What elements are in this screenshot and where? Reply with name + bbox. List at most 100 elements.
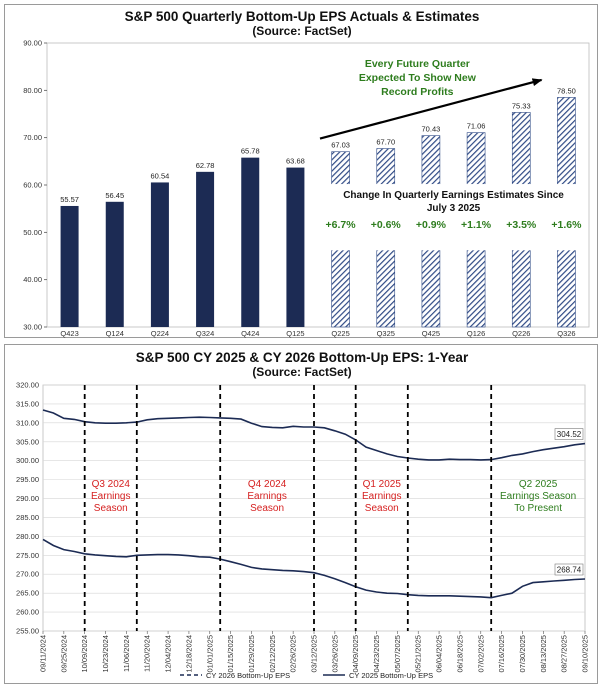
end-value-box	[554, 563, 584, 576]
bar-value-label: 56.45	[105, 191, 124, 200]
x-tick-label: 12/04/2024	[164, 635, 173, 673]
y-tick-label: 300.00	[16, 456, 39, 465]
change-value: +3.5%	[506, 219, 537, 231]
y-tick-label: 320.00	[16, 381, 39, 390]
x-tick-label: Q423	[60, 329, 78, 338]
y-tick-label: 60.00	[23, 181, 42, 190]
annual-eps-chart: S&P 500 CY 2025 & CY 2026 Bottom-Up EPS:…	[16, 350, 590, 680]
season-label: Q2 2025	[519, 479, 558, 490]
y-tick-label: 305.00	[16, 437, 39, 446]
bar-value-label: 67.70	[376, 138, 395, 147]
x-tick-label: 09/25/2024	[59, 635, 68, 673]
x-tick-label: 10/23/2024	[101, 635, 110, 673]
x-tick-label: 10/09/2024	[80, 635, 89, 673]
y-tick-label: 295.00	[16, 475, 39, 484]
bar-value-label: 75.33	[512, 101, 531, 110]
x-tick-label: Q125	[286, 329, 304, 338]
x-tick-label: 06/18/2025	[455, 635, 464, 673]
bar-value-label: 70.43	[422, 125, 441, 134]
bar	[60, 205, 79, 327]
x-tick-label: Q226	[512, 329, 530, 338]
bar-value-label: 65.78	[241, 147, 260, 156]
season-label: Season	[94, 503, 128, 514]
x-tick-label: 02/12/2025	[268, 635, 277, 673]
x-tick-label: 07/02/2025	[476, 635, 485, 673]
season-label: Earnings Season	[500, 491, 576, 502]
y-tick-label: 30.00	[23, 323, 42, 332]
bar	[286, 167, 305, 327]
change-box	[322, 184, 587, 251]
series-line	[42, 409, 586, 461]
legend-label: CY 2025 Bottom-Up EPS	[349, 671, 433, 680]
y-tick-label: 275.00	[16, 551, 39, 560]
x-tick-label: Q124	[106, 329, 124, 338]
y-tick-label: 265.00	[16, 589, 39, 598]
quarterly-eps-chart: S&P 500 Quarterly Bottom-Up EPS Actuals …	[23, 9, 590, 338]
quarterly-eps-chart-panel: S&P 500 Quarterly Bottom-Up EPS Actuals …	[4, 4, 598, 338]
x-tick-label: 12/18/2024	[184, 635, 193, 673]
x-tick-label: 09/11/2024	[39, 635, 48, 672]
y-tick-label: 270.00	[16, 570, 39, 579]
series-line	[42, 538, 586, 599]
season-label: Season	[365, 503, 399, 514]
y-tick-label: 285.00	[16, 513, 39, 522]
annotation-text: Every Future Quarter	[365, 58, 470, 70]
change-value: +0.9%	[416, 219, 447, 231]
bar-value-label: 55.57	[60, 195, 79, 204]
x-tick-label: 03/26/2025	[330, 635, 339, 673]
bar-value-label: 62.78	[196, 161, 215, 170]
change-value: +0.6%	[371, 219, 402, 231]
end-value-label: 268.74	[557, 565, 582, 574]
y-tick-label: 280.00	[16, 532, 39, 541]
x-tick-label: Q224	[151, 329, 169, 338]
x-tick-label: 08/27/2025	[560, 635, 569, 673]
y-tick-label: 90.00	[23, 39, 42, 48]
x-tick-label: Q225	[331, 329, 349, 338]
y-tick-label: 310.00	[16, 418, 39, 427]
bar	[150, 182, 169, 327]
x-tick-label: 04/23/2025	[372, 635, 381, 673]
y-tick-label: 40.00	[23, 275, 42, 284]
y-tick-label: 80.00	[23, 86, 42, 95]
x-tick-label: 07/30/2025	[518, 635, 527, 673]
x-tick-label: 03/12/2025	[310, 635, 319, 673]
bar	[105, 201, 124, 327]
chart-subtitle: (Source: FactSet)	[252, 365, 351, 379]
y-tick-label: 70.00	[23, 133, 42, 142]
season-label: To Present	[514, 503, 562, 514]
chart-title: S&P 500 CY 2025 & CY 2026 Bottom-Up EPS:…	[136, 350, 469, 365]
y-tick-label: 255.00	[16, 627, 39, 636]
x-tick-label: 02/26/2025	[289, 635, 298, 673]
y-tick-label: 315.00	[16, 399, 39, 408]
chart-title: S&P 500 Quarterly Bottom-Up EPS Actuals …	[125, 9, 480, 24]
change-value: +1.6%	[551, 219, 582, 231]
x-tick-label: Q325	[377, 329, 395, 338]
season-label: Q1 2025	[363, 479, 402, 490]
x-tick-label: 04/09/2025	[351, 635, 360, 673]
x-tick-label: 05/21/2025	[414, 635, 423, 673]
x-tick-label: 05/07/2025	[393, 635, 402, 673]
x-tick-label: 06/04/2025	[435, 635, 444, 673]
x-tick-label: 11/20/2024	[143, 635, 152, 672]
x-tick-label: 11/06/2024	[122, 635, 131, 672]
x-tick-label: Q326	[557, 329, 575, 338]
x-tick-label: Q425	[422, 329, 440, 338]
x-tick-label: Q324	[196, 329, 214, 338]
season-label: Earnings	[247, 491, 286, 502]
bar-value-label: 63.68	[286, 157, 305, 166]
change-value: +1.1%	[461, 219, 492, 231]
x-tick-label: 08/13/2025	[539, 635, 548, 673]
season-label: Earnings	[91, 491, 130, 502]
bar-value-label: 60.54	[151, 171, 170, 180]
season-label: Earnings	[362, 491, 401, 502]
season-label: Q4 2024	[248, 479, 287, 490]
y-tick-label: 50.00	[23, 228, 42, 237]
change-title: July 3 2025	[427, 203, 481, 214]
x-tick-label: 07/16/2025	[497, 635, 506, 673]
change-title: Change In Quarterly Earnings Estimates S…	[343, 190, 564, 201]
change-value: +6.7%	[326, 219, 357, 231]
chart-subtitle: (Source: FactSet)	[252, 24, 351, 38]
bar-value-label: 71.06	[467, 122, 486, 131]
bar-value-label: 78.50	[557, 86, 576, 95]
x-tick-label: 09/10/2025	[581, 635, 590, 673]
